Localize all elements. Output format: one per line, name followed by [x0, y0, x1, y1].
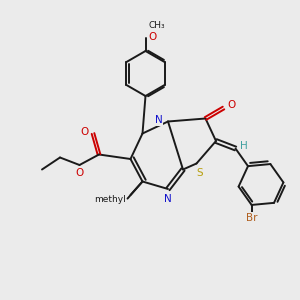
Text: N: N	[164, 194, 172, 204]
Text: O: O	[80, 127, 89, 137]
Text: H: H	[240, 140, 248, 151]
Text: O: O	[148, 32, 156, 43]
Text: O: O	[228, 100, 236, 110]
Text: O: O	[75, 168, 84, 178]
Text: N: N	[154, 115, 162, 125]
Text: CH₃: CH₃	[148, 21, 165, 30]
Text: S: S	[196, 168, 203, 178]
Text: Br: Br	[246, 212, 257, 223]
Text: methyl: methyl	[94, 195, 126, 204]
